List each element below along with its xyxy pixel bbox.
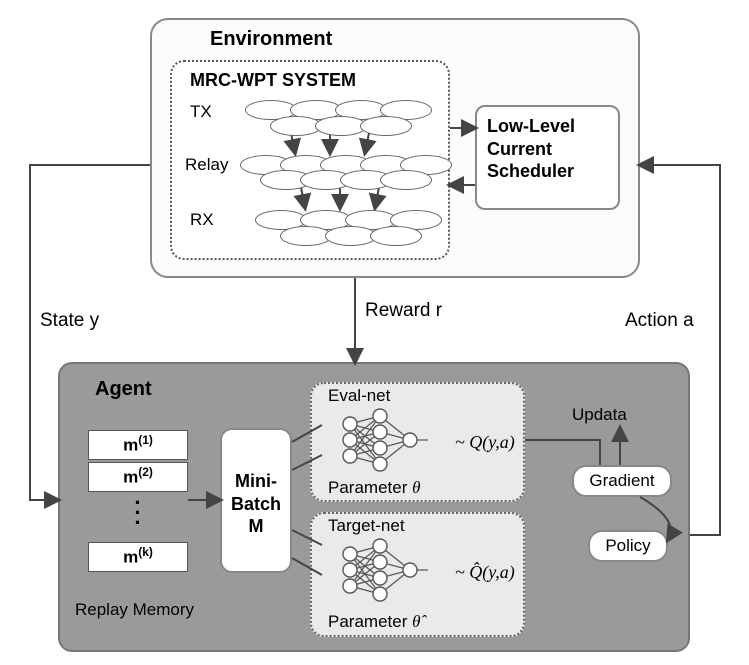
target-net-param: Parameter θ̂ [328, 612, 420, 632]
environment-title: Environment [210, 28, 332, 51]
relay-label: Relay [185, 155, 228, 175]
eval-q-label: ~ Q(y,a) [455, 432, 515, 453]
rx-label: RX [190, 210, 214, 230]
gradient-pill: Gradient [572, 465, 672, 497]
policy-pill: Policy [588, 530, 668, 562]
target-q-label: ~ Q̂(y,a) [455, 562, 515, 583]
scheduler-line-1: Low-Level [487, 115, 608, 138]
scheduler-line-3: Scheduler [487, 160, 608, 183]
agent-title: Agent [95, 378, 152, 401]
tx-label: TX [190, 102, 212, 122]
reward-label: Reward r [365, 300, 442, 322]
minibatch-box: Mini- Batch M [220, 428, 292, 573]
target-net-title: Target-net [328, 516, 405, 536]
minibatch-line-3: M [222, 515, 290, 538]
eval-net-param: Parameter θ [328, 478, 420, 498]
replay-memory-label: Replay Memory [75, 600, 194, 620]
minibatch-line-1: Mini- [222, 470, 290, 493]
scheduler-box: Low-Level Current Scheduler [475, 105, 620, 210]
mrc-title: MRC-WPT SYSTEM [190, 70, 356, 91]
scheduler-line-2: Current [487, 138, 608, 161]
state-label: State y [40, 310, 99, 332]
action-label: Action a [625, 310, 694, 332]
diagram-canvas: Environment MRC-WPT SYSTEM TX Relay RX L… [0, 0, 749, 665]
update-label: Updata [572, 405, 627, 425]
minibatch-line-2: Batch [222, 493, 290, 516]
eval-net-title: Eval-net [328, 386, 390, 406]
